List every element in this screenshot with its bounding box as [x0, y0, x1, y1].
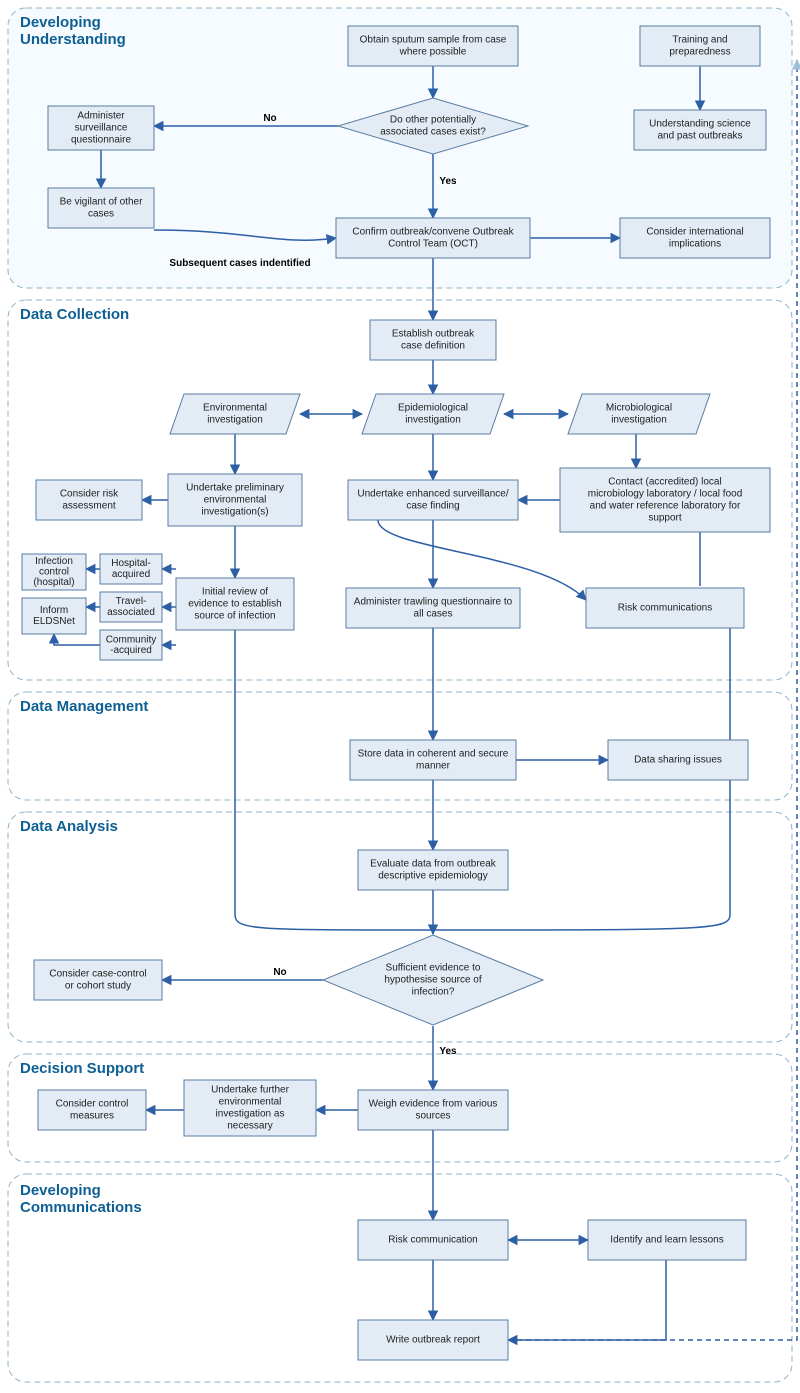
- node-text-infection-control-1: control: [39, 567, 69, 578]
- node-text-understanding-science-1: and past outbreaks: [657, 131, 742, 142]
- node-text-inform-eldsnet-1: ELDSNet: [33, 616, 75, 627]
- node-text-further-env-3: necessary: [227, 1121, 273, 1132]
- node-text-training-0: Training and: [672, 35, 727, 46]
- node-text-vigilant-0: Be vigilant of other: [60, 197, 143, 208]
- node-text-trawling-0: Administer trawling questionnaire to: [354, 597, 513, 608]
- node-text-hospital-acq-1: acquired: [112, 569, 150, 580]
- section-label-data-analysis: Data Analysis: [20, 818, 118, 835]
- node-text-admin-surv-1: surveillance: [75, 123, 128, 134]
- node-text-confirm-oct-0: Confirm outbreak/convene Outbreak: [352, 227, 514, 238]
- node-text-risk-comms-1-0: Risk communications: [618, 603, 712, 614]
- edge-label-3: Yes: [439, 176, 457, 187]
- node-text-risk-assess-0: Consider risk: [60, 489, 119, 500]
- node-text-confirm-oct-1: Control Team (OCT): [388, 239, 478, 250]
- node-text-understanding-science-0: Understanding science: [649, 119, 751, 130]
- section-label-data-management: Data Management: [20, 698, 148, 715]
- node-text-contact-lab-0: Contact (accredited) local: [608, 477, 721, 488]
- section-label-developing-communications: DevelopingCommunications: [20, 1182, 142, 1216]
- node-text-further-env-0: Undertake further: [211, 1085, 289, 1096]
- node-text-decision-assoc-0: Do other potentially: [390, 115, 476, 126]
- node-text-contact-lab-1: microbiology laboratory / local food: [588, 489, 743, 500]
- node-text-case-control-0: Consider case-control: [49, 969, 146, 980]
- node-text-community-acq-0: Community: [106, 634, 157, 645]
- node-text-env-inv-1: investigation: [207, 415, 263, 426]
- node-text-trawling-1: all cases: [414, 609, 453, 620]
- node-text-micro-inv-0: Microbiological: [606, 403, 672, 414]
- node-text-case-control-1: or cohort study: [65, 981, 131, 992]
- node-text-epi-inv-0: Epidemiological: [398, 403, 468, 414]
- node-text-prelim-env-1: environmental: [204, 495, 267, 506]
- node-text-travel-assoc-0: Travel-: [116, 596, 147, 607]
- node-text-obtain-sputum-0: Obtain sputum sample from case: [360, 35, 507, 46]
- section-label-decision-support: Decision Support: [20, 1060, 144, 1077]
- node-text-decision-assoc-1: associated cases exist?: [380, 127, 486, 138]
- nodes-group: Obtain sputum sample from casewhere poss…: [22, 26, 770, 1360]
- node-text-prelim-env-2: investigation(s): [201, 507, 268, 518]
- node-text-infection-control-2: (hospital): [33, 577, 74, 588]
- node-text-control-measures-1: measures: [70, 1111, 114, 1122]
- node-text-further-env-2: investigation as: [216, 1109, 285, 1120]
- section-label-developing-understanding: DevelopingUnderstanding: [20, 14, 126, 48]
- node-text-intl-1: implications: [669, 239, 721, 250]
- node-text-training-1: preparedness: [669, 47, 730, 58]
- edge-label-33: Yes: [439, 1046, 457, 1057]
- node-text-enhanced-surv-0: Undertake enhanced surveillance/: [357, 489, 508, 500]
- node-text-epi-inv-1: investigation: [405, 415, 461, 426]
- edge-label-2: No: [263, 113, 276, 124]
- node-text-inform-eldsnet-0: Inform: [40, 605, 68, 616]
- node-text-contact-lab-3: support: [648, 513, 682, 524]
- node-text-evaluate-data-1: descriptive epidemiology: [378, 871, 488, 882]
- node-text-initial-review-1: evidence to establish: [188, 599, 281, 610]
- edge-label-32: No: [273, 967, 286, 978]
- node-text-write-report-0: Write outbreak report: [386, 1335, 480, 1346]
- section-label-data-collection: Data Collection: [20, 306, 129, 323]
- node-text-intl-0: Consider international: [646, 227, 743, 238]
- node-text-community-acq-1: -acquired: [110, 645, 152, 656]
- edge-39: [508, 1260, 666, 1340]
- node-text-learn-lessons-0: Identify and learn lessons: [610, 1235, 723, 1246]
- node-text-infection-control-0: Infection: [35, 556, 73, 567]
- node-text-evaluate-data-0: Evaluate data from outbreak: [370, 859, 497, 870]
- node-text-admin-surv-0: Administer: [77, 111, 125, 122]
- node-text-hospital-acq-0: Hospital-: [111, 558, 150, 569]
- node-text-micro-inv-1: investigation: [611, 415, 667, 426]
- node-text-decision-evidence-2: infection?: [412, 987, 455, 998]
- node-text-travel-assoc-1: associated: [107, 607, 155, 618]
- node-text-admin-surv-2: questionnaire: [71, 135, 131, 146]
- node-text-env-inv-0: Environmental: [203, 403, 267, 414]
- node-text-weigh-evidence-0: Weigh evidence from various: [369, 1099, 498, 1110]
- node-text-case-def-0: Establish outbreak: [392, 329, 475, 340]
- node-text-risk-assess-1: assessment: [62, 501, 116, 512]
- node-text-decision-evidence-1: hypothesise source of: [384, 975, 482, 986]
- node-text-risk-comm-2-0: Risk communication: [388, 1235, 477, 1246]
- node-text-enhanced-surv-1: case finding: [406, 501, 459, 512]
- node-text-store-data-1: manner: [416, 761, 451, 772]
- node-text-control-measures-0: Consider control: [56, 1099, 129, 1110]
- node-text-contact-lab-2: and water reference laboratory for: [590, 501, 741, 512]
- node-text-case-def-1: case definition: [401, 341, 465, 352]
- node-text-store-data-0: Store data in coherent and secure: [358, 749, 509, 760]
- edge-24: [54, 634, 100, 645]
- node-text-prelim-env-0: Undertake preliminary: [186, 483, 284, 494]
- node-text-initial-review-0: Initial review of: [202, 587, 268, 598]
- node-text-obtain-sputum-1: where possible: [399, 47, 467, 58]
- node-text-data-sharing-0: Data sharing issues: [634, 755, 722, 766]
- node-text-initial-review-2: source of infection: [194, 611, 275, 622]
- node-text-decision-evidence-0: Sufficient evidence to: [386, 963, 481, 974]
- edge-label-6: Subsequent cases indentified: [169, 258, 310, 269]
- node-text-vigilant-1: cases: [88, 209, 114, 220]
- node-text-further-env-1: environmental: [219, 1097, 282, 1108]
- node-text-weigh-evidence-1: sources: [415, 1111, 450, 1122]
